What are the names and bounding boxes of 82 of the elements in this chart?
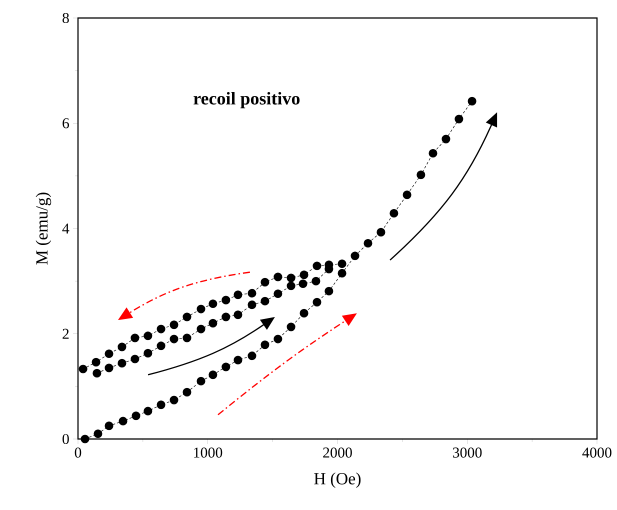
point [274, 272, 282, 282]
point [234, 356, 242, 364]
point [298, 279, 308, 288]
point [182, 388, 192, 396]
point [260, 340, 270, 350]
point [234, 290, 242, 300]
point [170, 320, 178, 330]
x-tick-label: 0 [74, 448, 82, 458]
point [274, 289, 282, 298]
point [260, 278, 270, 286]
point [312, 276, 320, 286]
point [118, 416, 128, 426]
point [92, 358, 100, 366]
point [468, 96, 476, 106]
y-tick-label: 0 [62, 434, 69, 444]
point [222, 312, 230, 322]
point [118, 342, 126, 352]
point [402, 190, 412, 200]
point [130, 354, 140, 364]
y-tick-label: 8 [62, 12, 69, 24]
point [208, 370, 218, 380]
point [94, 429, 102, 438]
x-tick-label: 1000 [194, 448, 222, 458]
point [208, 299, 218, 308]
point [144, 332, 152, 340]
point [350, 252, 360, 260]
point [324, 286, 334, 296]
point [80, 434, 90, 444]
point [118, 358, 126, 368]
point [390, 208, 398, 218]
point [170, 396, 178, 404]
point [274, 334, 282, 344]
point [156, 342, 166, 350]
point [312, 262, 322, 270]
x-axis-title: H (Oe) [314, 472, 361, 488]
point [286, 274, 296, 282]
point [144, 406, 152, 416]
point [92, 368, 102, 378]
point [234, 310, 242, 320]
point [208, 318, 218, 328]
y-axis-title: M (emu/g) [36, 192, 52, 265]
point [376, 228, 386, 236]
x-tick-label: 2000 [323, 448, 352, 458]
point [300, 270, 308, 280]
point [104, 422, 114, 430]
y-tick-label: 4 [62, 224, 70, 234]
point [196, 304, 206, 314]
point [286, 282, 296, 290]
point [156, 400, 166, 410]
point [182, 334, 192, 342]
point [286, 322, 296, 332]
y-tick-label: 6 [62, 118, 70, 128]
point [144, 348, 152, 358]
point [312, 298, 322, 306]
point [442, 134, 450, 144]
annotation: recoil positivo [194, 92, 300, 108]
point [156, 324, 166, 334]
point [130, 334, 140, 342]
point [338, 268, 346, 278]
x-tick-label: 3000 [452, 448, 482, 458]
point [248, 288, 256, 298]
point [104, 349, 114, 358]
point [428, 148, 438, 158]
point [338, 259, 346, 268]
y-tick-label: 2 [62, 328, 69, 339]
point [260, 296, 270, 306]
x-tick-label: 4000 [582, 448, 612, 458]
point [222, 362, 230, 372]
point [222, 296, 230, 304]
point [248, 352, 256, 360]
point [248, 300, 256, 310]
point [300, 308, 308, 318]
point [104, 364, 114, 372]
point [170, 334, 178, 344]
point [416, 170, 426, 180]
point [196, 376, 206, 386]
point [78, 364, 88, 374]
point [182, 312, 192, 322]
point [454, 114, 464, 124]
point [196, 324, 206, 334]
point [364, 238, 372, 248]
point [132, 412, 140, 420]
